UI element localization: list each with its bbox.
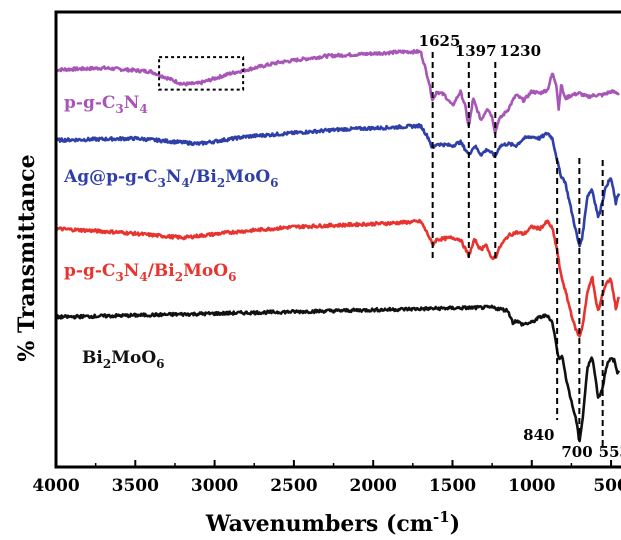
series-line [55,123,621,248]
x-axis-title-close: ) [450,511,460,537]
x-tick-label: 4000 [32,476,79,496]
peak-label: 840 [523,426,554,444]
series-label: Ag@p-g-C3N4/Bi2MoO6 [63,167,279,190]
x-tick-label: 2500 [270,476,317,496]
series-line [55,304,621,443]
x-axis-title-main: Wavenumbers (cm [205,511,433,537]
peak-marker-lines [431,52,604,446]
x-tick-label: 1000 [508,476,555,496]
peak-label: 1625 [419,32,461,50]
x-axis-ticks: 4000 3500 3000 2500 2000 1500 1000 500 [32,460,621,496]
series-label: p-g-C3N4/Bi2MoO6 [64,261,236,284]
x-tick-label: 2000 [350,476,397,496]
x-axis-title-superscript: -1 [433,508,450,526]
y-axis-title: % Transmittance [14,154,40,361]
x-axis-title: Wavenumbers (cm-1) [205,508,460,537]
highlight-box [158,56,245,91]
series-label: p-g-C3N4 [64,93,148,116]
series-line [55,48,620,135]
x-tick-label: 1500 [429,476,476,496]
series-label: Bi2MoO6 [82,348,165,371]
peak-label: 1230 [499,42,541,60]
peak-label: 1397 [455,42,497,60]
x-tick-label: 3500 [112,476,159,496]
peak-label: 553 [599,443,621,461]
series-line [54,218,621,338]
plot-frame [54,10,621,469]
series-labels: p-g-C3N4 Ag@p-g-C3N4/Bi2MoO6 p-g-C3N4/Bi2M… [63,93,279,371]
spectra-group [54,48,621,443]
x-tick-label: 3000 [191,476,238,496]
peak-label: 700 [561,443,592,461]
x-tick-label: 500 [593,476,621,496]
highlight-box-group [158,56,245,91]
